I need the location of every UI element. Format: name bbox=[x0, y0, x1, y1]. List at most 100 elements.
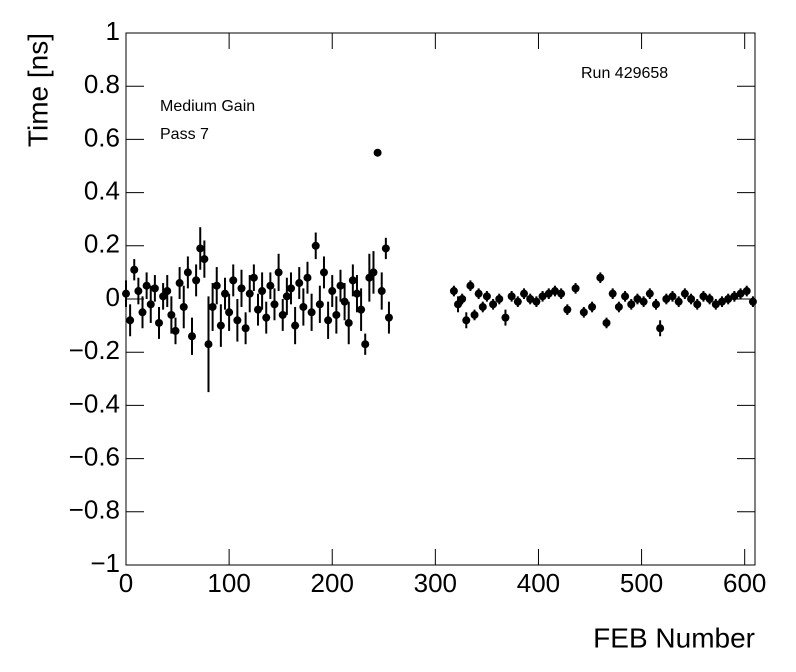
marker bbox=[369, 268, 378, 277]
marker bbox=[596, 273, 605, 282]
y-tick-label: −1 bbox=[90, 548, 120, 578]
marker bbox=[680, 289, 689, 298]
marker bbox=[196, 244, 205, 253]
marker bbox=[212, 281, 221, 290]
marker bbox=[328, 287, 337, 296]
marker bbox=[482, 292, 491, 301]
marker bbox=[225, 308, 234, 317]
x-tick-label: 0 bbox=[119, 568, 133, 598]
marker bbox=[192, 276, 201, 285]
marker bbox=[699, 292, 708, 301]
marker bbox=[332, 310, 341, 319]
marker bbox=[266, 281, 275, 290]
marker bbox=[633, 295, 642, 303]
marker bbox=[122, 289, 130, 298]
y-tick-label: 0 bbox=[106, 282, 120, 312]
marker bbox=[229, 276, 238, 285]
marker bbox=[233, 316, 242, 325]
marker bbox=[126, 316, 135, 325]
marker bbox=[662, 295, 671, 303]
marker bbox=[291, 321, 300, 330]
marker bbox=[639, 297, 648, 306]
marker bbox=[474, 289, 483, 298]
marker bbox=[550, 287, 559, 296]
y-tick-label: 0.2 bbox=[84, 229, 120, 259]
marker bbox=[274, 268, 283, 277]
marker bbox=[286, 284, 295, 293]
marker bbox=[602, 318, 611, 327]
marker bbox=[352, 289, 361, 298]
y-tick-label: −0.8 bbox=[69, 495, 120, 525]
marker bbox=[458, 295, 467, 303]
y-tick-label: 1 bbox=[106, 16, 120, 46]
annotation: Run 429658 bbox=[581, 65, 668, 82]
annotation: Pass 7 bbox=[160, 126, 209, 143]
annotation: Medium Gain bbox=[160, 98, 255, 115]
marker bbox=[627, 300, 636, 309]
x-axis-title: FEB Number bbox=[593, 622, 755, 653]
marker bbox=[179, 302, 188, 311]
marker bbox=[150, 284, 159, 293]
marker bbox=[742, 287, 751, 296]
marker bbox=[532, 297, 541, 306]
marker bbox=[258, 287, 267, 296]
x-tick-label: 600 bbox=[723, 568, 766, 598]
marker bbox=[171, 326, 180, 335]
marker bbox=[138, 308, 147, 317]
marker bbox=[163, 287, 172, 296]
marker bbox=[652, 300, 661, 309]
marker bbox=[478, 302, 487, 311]
y-tick-label: −0.4 bbox=[69, 388, 120, 418]
marker bbox=[282, 292, 291, 301]
marker bbox=[608, 289, 617, 298]
marker bbox=[526, 295, 535, 303]
marker bbox=[730, 292, 739, 301]
marker bbox=[204, 340, 213, 349]
marker bbox=[200, 255, 209, 264]
marker bbox=[183, 268, 192, 277]
marker bbox=[687, 295, 696, 303]
marker bbox=[674, 297, 683, 306]
marker bbox=[253, 305, 262, 314]
marker bbox=[377, 287, 386, 296]
marker bbox=[718, 297, 727, 306]
marker bbox=[237, 284, 246, 293]
marker bbox=[319, 268, 328, 277]
marker bbox=[134, 287, 143, 296]
marker bbox=[656, 324, 665, 333]
marker bbox=[336, 281, 345, 290]
marker bbox=[748, 297, 757, 306]
x-tick-label: 300 bbox=[414, 568, 457, 598]
marker bbox=[187, 332, 196, 341]
marker bbox=[495, 295, 504, 303]
marker bbox=[520, 289, 529, 298]
marker bbox=[507, 292, 516, 301]
y-tick-label: 0.4 bbox=[84, 175, 120, 205]
marker bbox=[340, 297, 349, 306]
marker bbox=[324, 316, 333, 325]
marker bbox=[315, 300, 324, 309]
marker bbox=[167, 310, 176, 319]
marker bbox=[557, 289, 566, 298]
marker bbox=[466, 281, 475, 290]
marker bbox=[130, 265, 139, 274]
marker bbox=[544, 289, 553, 298]
marker bbox=[249, 273, 258, 282]
marker bbox=[208, 302, 217, 311]
x-tick-label: 500 bbox=[620, 568, 663, 598]
marker bbox=[278, 310, 287, 319]
marker bbox=[384, 313, 393, 322]
marker bbox=[348, 276, 357, 285]
marker bbox=[489, 300, 498, 309]
marker bbox=[311, 241, 320, 250]
marker bbox=[705, 295, 714, 303]
marker bbox=[381, 244, 390, 253]
marker bbox=[241, 324, 250, 333]
y-tick-label: 0.6 bbox=[84, 122, 120, 152]
marker bbox=[470, 310, 479, 319]
marker bbox=[449, 287, 458, 296]
marker bbox=[361, 340, 370, 349]
marker bbox=[668, 292, 677, 301]
